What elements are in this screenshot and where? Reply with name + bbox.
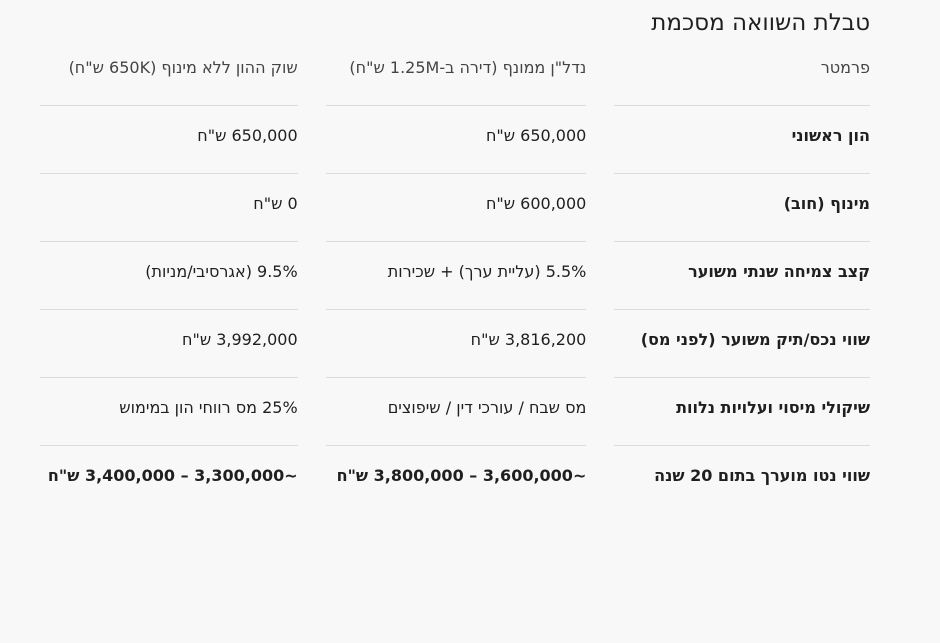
header-cell: שוק ההון ללא מינוף (650K ש"ח) xyxy=(40,52,298,106)
table-row: שווי נכס/תיק משוער (לפני מס) 3,816,200 ש"… xyxy=(40,310,870,378)
content: טבלת השוואה מסכמת פרמטר נדל"ן ממונף (דירה… xyxy=(12,0,870,513)
table-cell: ~3,300,000 – 3,400,000 ש"ח xyxy=(47,466,298,485)
header-row: פרמטר נדל"ן ממונף (דירה ב-1.25M ש"ח) שוק ה… xyxy=(40,52,870,106)
row-label: שיקולי מיסוי ועלויות נלוות xyxy=(614,378,870,446)
table-cell: ~3,600,000 – 3,800,000 ש"ח xyxy=(336,466,587,485)
table-cell: 9.5% (אגרסיבי/מניות) xyxy=(40,242,298,310)
table-cell: 0 ש"ח xyxy=(40,174,298,242)
row-label: הון ראשוני xyxy=(614,106,870,174)
table-cell: 650,000 ש"ח xyxy=(325,106,587,174)
table-cell: 3,992,000 ש"ח xyxy=(40,310,298,378)
row-label: שווי נכס/תיק משוער (לפני מס) xyxy=(614,310,870,378)
table-cell: מס שבח / עורכי דין / שיפוצים xyxy=(325,378,587,446)
comparison-table: פרמטר נדל"ן ממונף (דירה ב-1.25M ש"ח) שוק ה… xyxy=(12,52,898,513)
title: טבלת השוואה מסכמת xyxy=(651,10,870,36)
table-cell: 25% מס רווחי הון במימוש xyxy=(40,378,298,446)
table-row: שווי נטו מוערך בתום 20 שנה ~3,600,000 – 3… xyxy=(40,446,870,513)
table-cell: 600,000 ש"ח xyxy=(325,174,587,242)
header-cell: פרמטר xyxy=(614,52,870,106)
table-row: מינוף (חוב) 600,000 ש"ח 0 ש"ח xyxy=(40,174,870,242)
table-cell: 3,816,200 ש"ח xyxy=(325,310,587,378)
row-label: שווי נטו מוערך בתום 20 שנה xyxy=(654,466,870,485)
row-label: מינוף (חוב) xyxy=(614,174,870,242)
table-cell: 5.5% (עליית ערך) + שכירות xyxy=(325,242,587,310)
table-row: הון ראשוני 650,000 ש"ח 650,000 ש"ח xyxy=(40,106,870,174)
header-cell: נדל"ן ממונף (דירה ב-1.25M ש"ח) xyxy=(325,52,587,106)
table-row: שיקולי מיסוי ועלויות נלוות מס שבח / עורכי… xyxy=(40,378,870,446)
table-row: קצב צמיחה שנתי משוער 5.5% (עליית ערך) + ש… xyxy=(40,242,870,310)
table-cell: 650,000 ש"ח xyxy=(40,106,298,174)
row-label: קצב צמיחה שנתי משוער xyxy=(614,242,870,310)
